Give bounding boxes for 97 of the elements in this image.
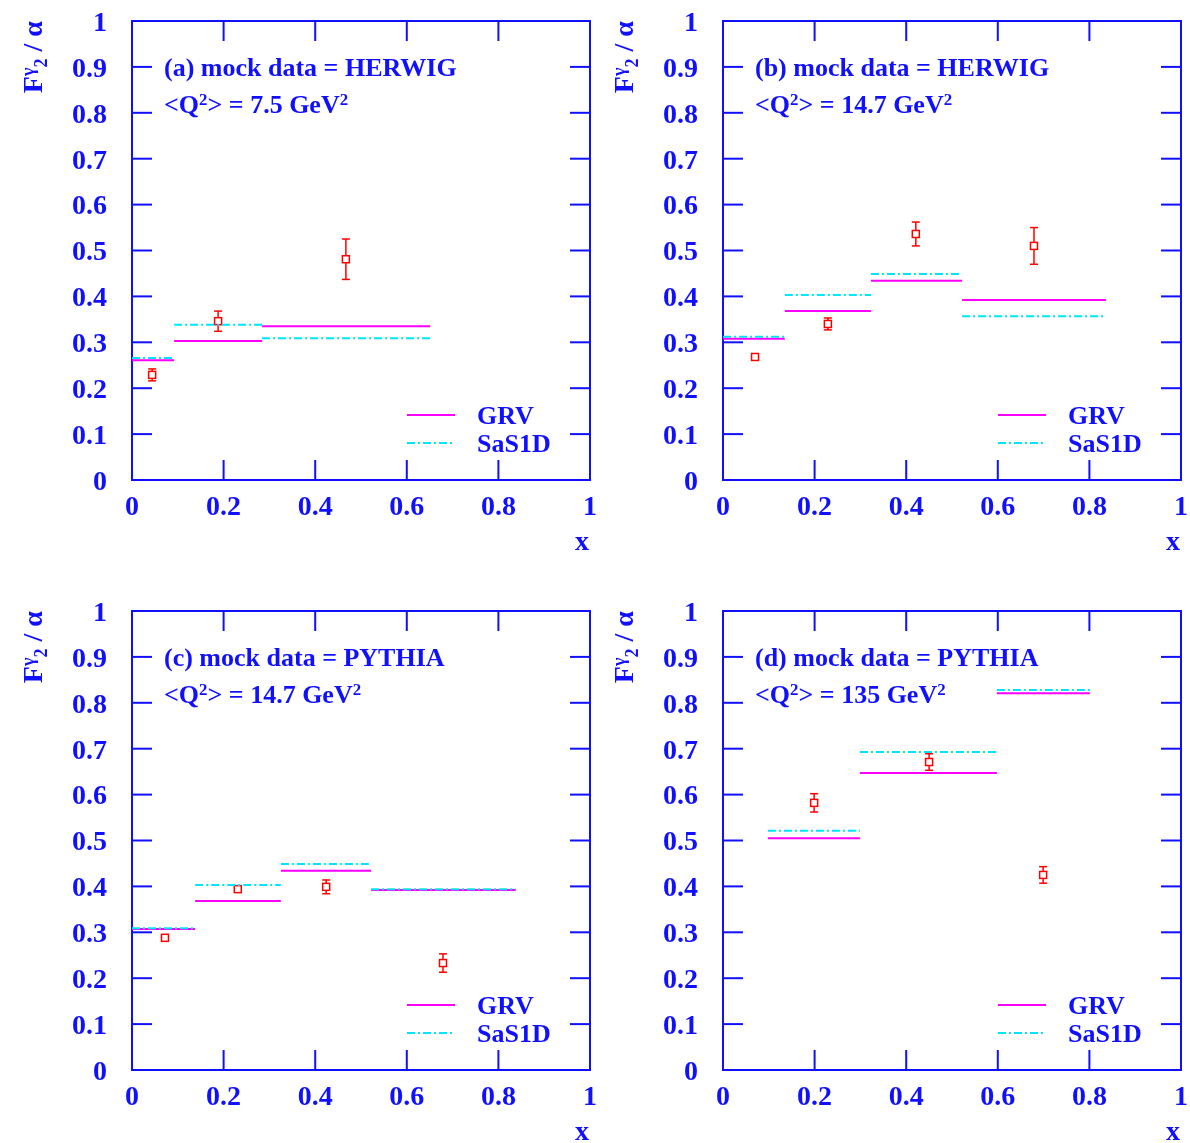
annotation: <Q$^{2}$> = 135 GeV$^{2}$ <box>755 680 946 709</box>
y-tick-label: 1 <box>93 595 107 627</box>
y-tick-label: 0.8 <box>72 97 107 129</box>
y-tick-label: 0.8 <box>663 97 698 129</box>
x-tick-label: 0.6 <box>980 490 1016 521</box>
x-tick-label: 1 <box>1174 490 1188 521</box>
x-axis-title: x <box>575 1115 589 1143</box>
y-tick-label: 0.9 <box>663 641 698 673</box>
y-tick-label: 0 <box>93 464 107 496</box>
point <box>924 757 934 767</box>
x-tick-label: 0.8 <box>480 490 516 521</box>
y-tick-label: 1 <box>684 595 698 627</box>
y-tick-label: 0.7 <box>72 733 107 765</box>
y-tick-label: 0.1 <box>72 418 107 450</box>
x-tick-label: 0.8 <box>1071 490 1107 521</box>
annotation: (c) mock data = PYTHIA <box>164 643 445 672</box>
y-tick-label: 0.2 <box>72 373 107 404</box>
y-tick-label: 0.2 <box>663 963 698 994</box>
point <box>750 352 760 362</box>
point <box>911 229 921 239</box>
point <box>809 798 819 808</box>
point <box>341 254 351 264</box>
point <box>1029 241 1039 251</box>
point <box>1038 870 1048 880</box>
x-tick-label: 0.4 <box>888 490 924 521</box>
y-tick-label: 0 <box>684 464 698 496</box>
y-tick-label: 0.4 <box>72 281 107 313</box>
annotation: <Q$^{2}$> = 14.7 GeV$^{2}$ <box>164 680 362 709</box>
x-tick-label: 1 <box>583 490 597 521</box>
annotation: (d) mock data = PYTHIA <box>755 643 1039 672</box>
y-tick-label: 0.3 <box>72 327 107 359</box>
legend-label: GRV <box>1068 401 1126 431</box>
legend-label: GRV <box>477 991 535 1021</box>
x-tick-label: 0 <box>716 1080 730 1111</box>
x-tick-label: 0.6 <box>389 1080 425 1111</box>
annotation: <Q$^{2}$> = 14.7 GeV$^{2}$ <box>755 90 953 119</box>
y-tick-label: 0.9 <box>72 641 107 673</box>
y-tick-label: 0.6 <box>663 189 698 221</box>
y-tick-label: 0.4 <box>72 871 107 903</box>
y-tick-label: 0.6 <box>72 779 107 811</box>
x-tick-label: 0.8 <box>480 1080 516 1111</box>
y-tick-label: 1 <box>93 5 107 37</box>
x-tick-label: 1 <box>1174 1080 1188 1111</box>
x-tick-label: 0.2 <box>206 490 242 521</box>
x-tick-label: 0 <box>125 1080 139 1111</box>
x-axis-title: x <box>1166 1115 1180 1143</box>
legend-label: SaS1D <box>1068 1019 1142 1049</box>
y-tick-label: 0.6 <box>663 779 698 811</box>
annotation: <Q$^{2}$> = 7.5 GeV$^{2}$ <box>164 90 349 119</box>
y-tick-label: 0.5 <box>663 825 698 857</box>
x-tick-label: 0.4 <box>297 490 333 521</box>
point <box>160 933 170 943</box>
y-tick-label: 0.5 <box>663 235 698 267</box>
y-tick-label: 0.7 <box>72 143 107 175</box>
annotation: (b) mock data = HERWIG <box>755 53 1050 82</box>
x-tick-label: 0 <box>716 490 730 521</box>
y-tick-label: 0.1 <box>663 1008 698 1040</box>
y-tick-label: 0.9 <box>72 51 107 83</box>
y-tick-label: 0.6 <box>72 189 107 221</box>
x-tick-label: 0.8 <box>1071 1080 1107 1111</box>
y-tick-label: 0.1 <box>663 418 698 450</box>
legend-label: SaS1D <box>477 429 551 459</box>
legend-label: GRV <box>477 401 535 431</box>
y-tick-label: 0.2 <box>72 963 107 994</box>
y-tick-label: 0.3 <box>72 917 107 949</box>
annotation: (a) mock data = HERWIG <box>164 53 457 82</box>
x-tick-label: 0.4 <box>888 1080 924 1111</box>
y-tick-label: 0.4 <box>663 871 698 903</box>
x-tick-label: 1 <box>583 1080 597 1111</box>
point <box>438 958 448 968</box>
x-tick-label: 0.2 <box>797 490 833 521</box>
y-tick-label: 0.8 <box>72 687 107 719</box>
y-tick-label: 0.3 <box>663 917 698 949</box>
y-tick-label: 0.5 <box>72 825 107 857</box>
legend-label: SaS1D <box>477 1019 551 1049</box>
y-tick-label: 0.5 <box>72 235 107 267</box>
y-tick-label: 0.3 <box>663 327 698 359</box>
x-tick-label: 0 <box>125 490 139 521</box>
x-tick-label: 0.6 <box>980 1080 1016 1111</box>
y-tick-label: 0 <box>684 1054 698 1086</box>
y-tick-label: 0 <box>93 1054 107 1086</box>
y-tick-label: 0.8 <box>663 687 698 719</box>
x-axis-title: x <box>1166 525 1180 556</box>
x-tick-label: 0.6 <box>389 490 425 521</box>
y-tick-label: 0.7 <box>663 733 698 765</box>
legend-label: SaS1D <box>1068 429 1142 459</box>
y-tick-label: 0.1 <box>72 1008 107 1040</box>
x-tick-label: 0.2 <box>797 1080 833 1111</box>
x-tick-label: 0.2 <box>206 1080 242 1111</box>
legend-label: GRV <box>1068 991 1126 1021</box>
y-tick-label: 0.9 <box>663 51 698 83</box>
x-axis-title: x <box>575 525 589 556</box>
y-tick-label: 1 <box>684 5 698 37</box>
y-tick-label: 0.2 <box>663 373 698 404</box>
y-tick-label: 0.7 <box>663 143 698 175</box>
y-tick-label: 0.4 <box>663 281 698 313</box>
x-tick-label: 0.4 <box>297 1080 333 1111</box>
